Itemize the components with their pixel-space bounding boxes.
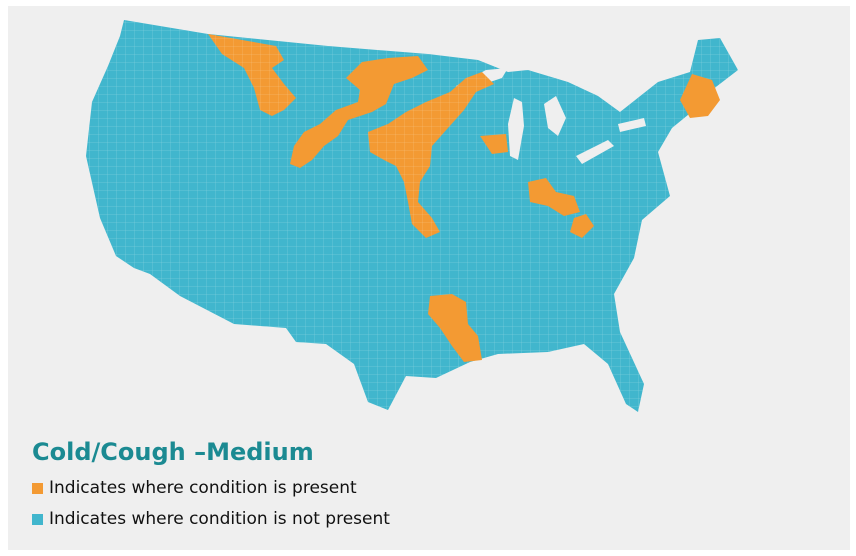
legend-title: Cold/Cough –Medium (32, 438, 314, 466)
legend-item-present-label: Indicates where condition is present (49, 478, 357, 498)
present-county-texture (208, 34, 494, 238)
present-area-northeast (680, 74, 720, 118)
lake-erie (576, 140, 614, 164)
present-area-west-virginia (570, 214, 594, 238)
present-area-ohio-valley (528, 178, 580, 216)
not-present-swatch-icon (32, 513, 43, 525)
legend-item-present: Indicates where condition is present (32, 476, 390, 500)
present-area-wisconsin (480, 134, 508, 154)
us-county-map (86, 20, 738, 412)
lake-huron (544, 96, 566, 136)
present-area-north-central (290, 56, 428, 168)
present-area-south-central (428, 294, 482, 362)
legend-item-not-present-label: Indicates where condition is not present (49, 509, 390, 529)
present-swatch-icon (32, 482, 43, 494)
legend-item-not-present: Indicates where condition is not present (32, 507, 390, 531)
legend: Cold/Cough –Medium Indicates where condi… (32, 438, 390, 538)
lake-michigan (508, 98, 524, 160)
lake-ontario (618, 118, 646, 132)
map-panel: Cold/Cough –Medium Indicates where condi… (8, 6, 850, 550)
